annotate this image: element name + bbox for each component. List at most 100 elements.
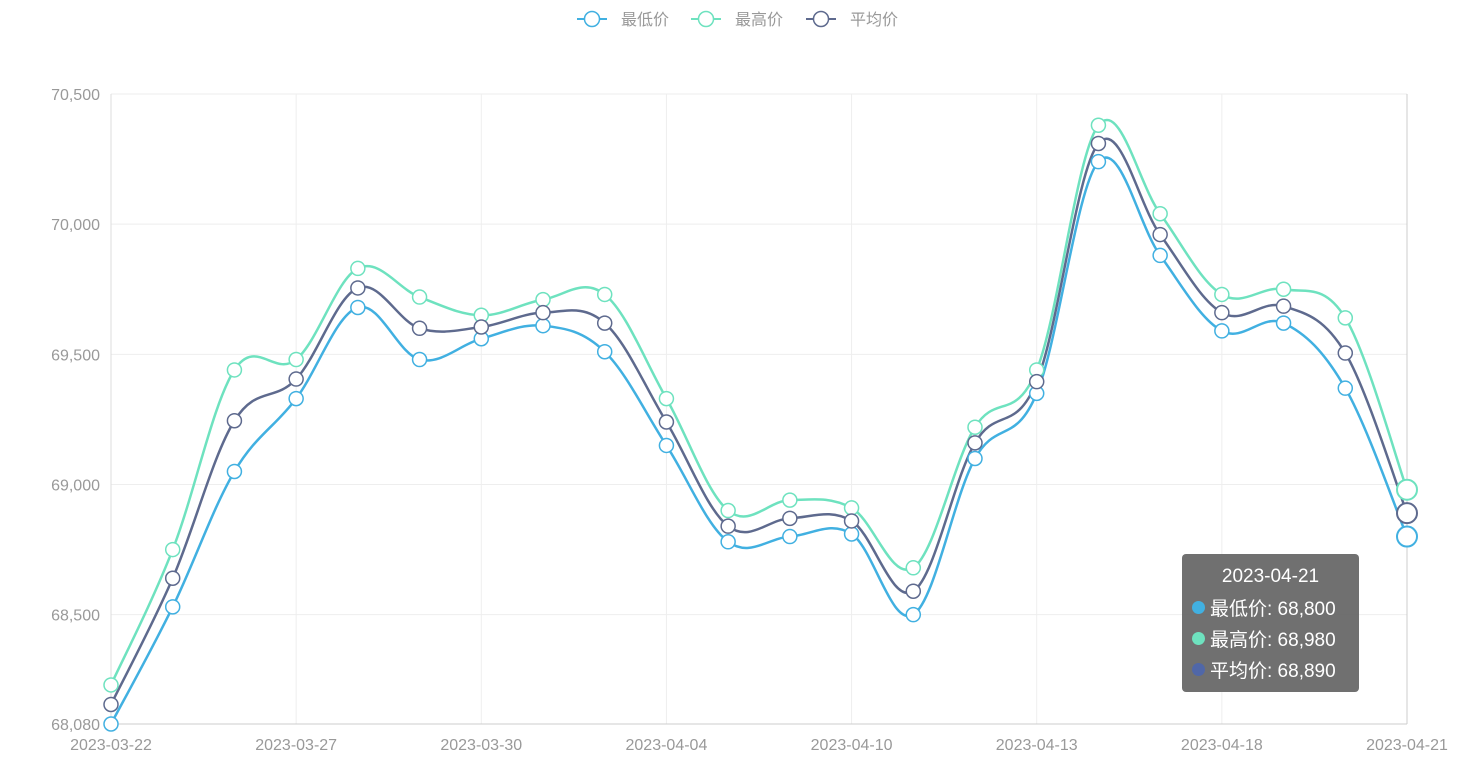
tooltip-dot-high [1192, 632, 1205, 645]
data-point[interactable] [1396, 502, 1418, 525]
data-point[interactable] [782, 510, 798, 527]
y-tick-label: 68,500 [51, 608, 100, 625]
data-point[interactable] [1337, 345, 1354, 361]
y-tick-label: 68,080 [51, 717, 100, 734]
data-point[interactable] [1090, 135, 1107, 152]
data-point[interactable] [1275, 298, 1292, 314]
tooltip-text-low: 最低价: 68,800 [1210, 599, 1336, 620]
data-point[interactable] [1337, 380, 1354, 396]
data-point[interactable] [596, 343, 613, 360]
data-point[interactable] [103, 716, 119, 732]
tooltip-row-high: 最高价: 68,980 [1192, 623, 1349, 654]
data-point[interactable] [1152, 206, 1168, 222]
data-point[interactable] [1275, 281, 1292, 297]
y-tick-label: 69,500 [51, 347, 100, 364]
data-point[interactable] [905, 606, 922, 623]
legend-marker [697, 10, 715, 28]
data-point[interactable] [1214, 304, 1230, 321]
data-point[interactable] [535, 317, 551, 334]
data-point[interactable] [411, 351, 428, 368]
x-tick-label: 2023-04-18 [1181, 737, 1263, 754]
data-point[interactable] [720, 502, 736, 519]
x-tick-label: 2023-04-10 [811, 737, 893, 754]
data-point[interactable] [720, 534, 736, 550]
data-point[interactable] [350, 280, 366, 296]
x-tick-label: 2023-04-21 [1366, 737, 1448, 754]
data-point[interactable] [1396, 478, 1418, 501]
series-group [103, 117, 1418, 732]
data-point[interactable] [1214, 323, 1230, 339]
data-point[interactable] [350, 260, 366, 277]
tooltip-row-avg: 平均价: 68,890 [1192, 654, 1349, 685]
data-point[interactable] [535, 291, 551, 308]
y-tick-label: 70,000 [51, 217, 100, 234]
tooltip-text-avg: 平均价: 68,890 [1210, 661, 1336, 682]
y-axis-labels: 68,080 68,500 69,000 69,500 70,000 70,500 [51, 87, 100, 734]
data-point[interactable] [1337, 310, 1354, 326]
data-point[interactable] [843, 526, 860, 542]
data-point[interactable] [411, 289, 428, 305]
data-point[interactable] [843, 513, 860, 529]
legend-item-0[interactable]: 最低价 [577, 10, 669, 29]
data-point[interactable] [720, 518, 736, 534]
data-point[interactable] [350, 299, 366, 316]
data-point[interactable] [905, 583, 922, 599]
tooltip-text-high: 最高价: 68,980 [1210, 630, 1336, 651]
data-point[interactable] [967, 435, 983, 451]
legend-label: 最低价 [621, 11, 669, 29]
data-point[interactable] [596, 286, 613, 303]
tooltip-row-low: 最低价: 68,800 [1192, 592, 1349, 623]
legend-item-2[interactable]: 平均价 [806, 10, 898, 29]
data-point[interactable] [164, 541, 181, 558]
data-point[interactable] [1275, 315, 1292, 331]
x-tick-label: 2023-03-30 [440, 737, 522, 754]
data-point[interactable] [164, 570, 181, 586]
y-tick-label: 69,000 [51, 477, 100, 494]
data-point[interactable] [1152, 247, 1168, 264]
data-point[interactable] [967, 419, 983, 435]
data-point[interactable] [226, 412, 243, 429]
data-point[interactable] [1090, 117, 1107, 133]
data-point[interactable] [103, 677, 119, 693]
legend-item-1[interactable]: 最高价 [691, 10, 783, 29]
legend-label: 平均价 [850, 11, 898, 29]
tooltip: 2023-04-21 最低价: 68,800 最高价: 68,980 平均价: … [1182, 554, 1359, 692]
data-point[interactable] [288, 371, 304, 387]
data-point[interactable] [226, 362, 243, 378]
data-point[interactable] [658, 437, 675, 454]
legend-marker [583, 10, 601, 28]
data-point[interactable] [473, 319, 490, 335]
data-point[interactable] [288, 351, 304, 368]
data-point[interactable] [226, 463, 243, 480]
x-tick-label: 2023-04-04 [626, 737, 708, 754]
data-point[interactable] [164, 599, 181, 615]
data-point[interactable] [782, 528, 798, 545]
axes [110, 94, 1408, 725]
y-tick-label: 70,500 [51, 87, 100, 104]
data-point[interactable] [658, 414, 675, 430]
data-point[interactable] [967, 450, 983, 467]
x-axis-labels: 2023-03-22 2023-03-27 2023-03-30 2023-04-04… [70, 737, 1448, 754]
data-point[interactable] [535, 304, 551, 321]
data-point[interactable] [288, 390, 304, 407]
data-point[interactable] [103, 696, 119, 713]
data-point[interactable] [658, 390, 675, 407]
data-point[interactable] [1214, 286, 1230, 303]
x-tick-label: 2023-04-13 [996, 737, 1078, 754]
x-tick-label: 2023-03-27 [255, 737, 337, 754]
data-point[interactable] [782, 492, 798, 508]
data-point[interactable] [843, 500, 860, 516]
data-point[interactable] [411, 320, 428, 337]
data-point[interactable] [1090, 153, 1107, 170]
legend-label: 最高价 [735, 11, 783, 29]
legend-marker [812, 10, 830, 28]
data-point[interactable] [905, 560, 922, 576]
data-point[interactable] [1028, 373, 1045, 390]
tooltip-dot-avg [1192, 663, 1205, 676]
data-point[interactable] [596, 315, 613, 331]
grid-lines [111, 93, 1407, 724]
x-tick-label: 2023-03-22 [70, 737, 152, 754]
data-point[interactable] [1152, 226, 1168, 243]
data-point[interactable] [1396, 525, 1418, 548]
legend[interactable]: 最低价 最高价 平均价 [577, 10, 898, 29]
